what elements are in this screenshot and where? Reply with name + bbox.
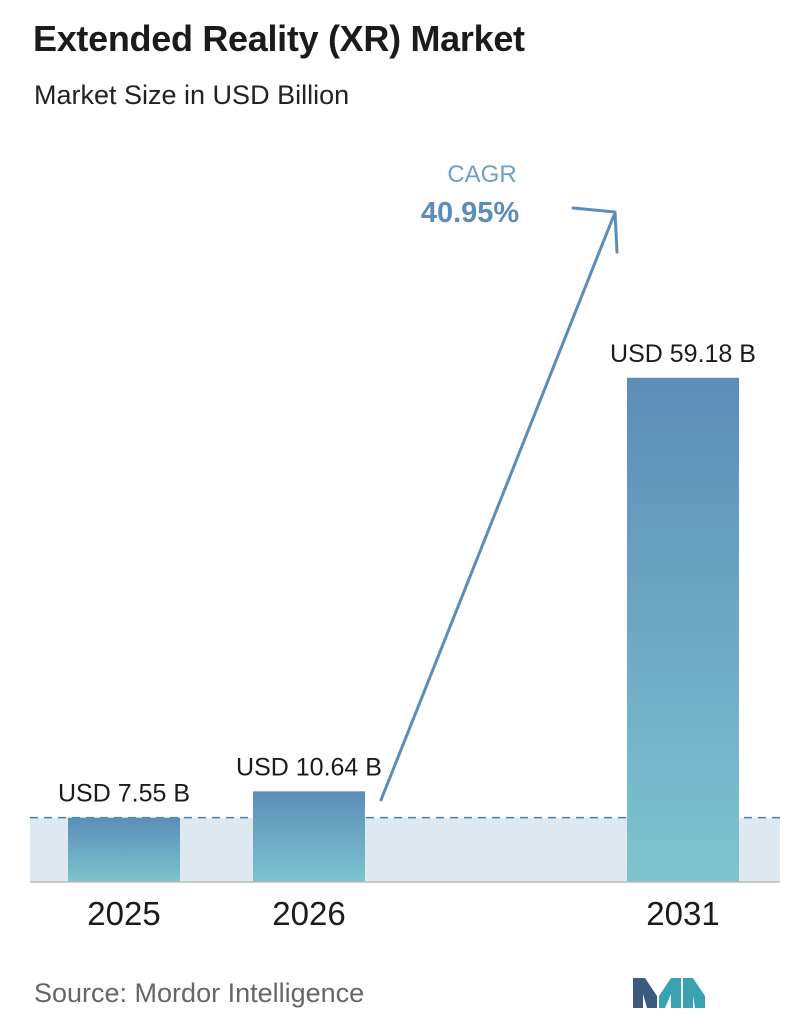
chart-subtitle: Market Size in USD Billion	[34, 80, 350, 110]
data-label: USD 7.55 B	[58, 780, 190, 808]
bar-chart: 2025 2026 2031 USD 7.55 B USD 10.64 B USD 59…	[30, 161, 780, 932]
bar-series	[68, 377, 739, 882]
bar-data-labels: USD 7.55 B USD 10.64 B USD 59.18 B	[58, 340, 756, 808]
data-label: USD 59.18 B	[610, 340, 756, 368]
cagr-label: CAGR	[447, 161, 516, 188]
source-text: Source: Mordor Intelligence	[34, 978, 365, 1008]
bar-2026	[253, 791, 365, 882]
x-tick-label: 2026	[272, 895, 345, 932]
bar-2025	[68, 817, 180, 882]
cagr-arrow-icon	[379, 206, 619, 802]
x-tick-label: 2025	[87, 895, 160, 932]
x-tick-labels: 2025 2026 2031	[87, 895, 719, 932]
bar-2031	[627, 377, 739, 882]
cagr-value: 40.95%	[421, 197, 520, 229]
chart-title: Extended Reality (XR) Market	[33, 18, 525, 59]
mordor-intelligence-logo-icon	[633, 978, 705, 1008]
x-tick-label: 2031	[646, 895, 719, 932]
data-label: USD 10.64 B	[236, 753, 382, 781]
